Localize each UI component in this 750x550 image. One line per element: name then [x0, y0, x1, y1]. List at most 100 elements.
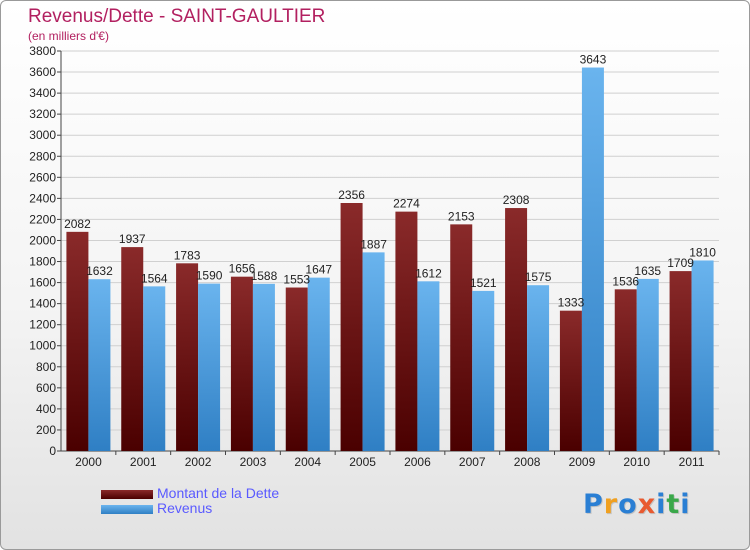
- bar-revenus-2004: [307, 277, 330, 451]
- x-tick-label: 2005: [349, 455, 376, 469]
- data-label-dette: 2082: [64, 217, 91, 231]
- data-label-revenus: 3643: [580, 53, 607, 67]
- y-tick-label: 3200: [29, 107, 56, 121]
- x-tick-label: 2002: [185, 455, 212, 469]
- bar-revenus-2009: [581, 67, 604, 452]
- bar-revenus-2006: [417, 281, 440, 451]
- data-label-dette: 1783: [174, 248, 201, 262]
- bar-dette-2011: [669, 271, 692, 451]
- logo-letter: i: [656, 489, 667, 520]
- bar-dette-2005: [340, 203, 363, 451]
- y-tick-label: 3600: [29, 65, 56, 79]
- bar-dette-2008: [505, 208, 528, 451]
- grid: [61, 50, 719, 452]
- bar-chart: 0 200 400 600 800 1000 1200 1400 1600 1800 2000 220…: [29, 44, 720, 469]
- bar-dette-2009: [559, 310, 582, 451]
- data-label-dette: 1536: [612, 274, 639, 288]
- bar-revenus-2003: [252, 283, 275, 451]
- logo-letter: r: [603, 489, 619, 520]
- legend-label-dette: Montant de la Dette: [157, 485, 280, 501]
- x-tick-label: 2009: [569, 455, 596, 469]
- x-tick-label: 2003: [240, 455, 267, 469]
- data-label-revenus: 1647: [305, 263, 332, 277]
- logo-letter: x: [637, 489, 657, 520]
- data-label-dette: 1709: [667, 256, 694, 270]
- chart-title: Revenus/Dette - SAINT-GAULTIER: [28, 6, 326, 27]
- bar-revenus-2007: [472, 290, 495, 451]
- x-tick-label: 2004: [294, 455, 321, 469]
- y-tick-label: 1000: [29, 339, 56, 353]
- data-label-dette: 1656: [229, 262, 256, 276]
- y-tick-label: 1600: [29, 276, 56, 290]
- y-tick-label: 3000: [29, 128, 56, 142]
- data-label-revenus: 1590: [196, 269, 223, 283]
- bar-revenus-2002: [198, 283, 221, 451]
- y-tick-label: 800: [36, 360, 56, 374]
- y-tick-label: 3800: [29, 44, 56, 58]
- bar-dette-2004: [285, 287, 308, 451]
- bar-dette-2001: [121, 247, 144, 451]
- data-label-revenus: 1887: [360, 237, 387, 251]
- logo-letter: o: [618, 489, 638, 520]
- bars: [66, 67, 714, 452]
- y-tick-label: 3400: [29, 86, 56, 100]
- bar-dette-2000: [66, 231, 89, 451]
- bar-revenus-2010: [636, 278, 659, 451]
- y-tick-label: 0: [49, 444, 56, 458]
- data-label-revenus: 1588: [251, 269, 278, 283]
- chart-subtitle: (en milliers d'€): [28, 29, 109, 43]
- bar-dette-2007: [450, 224, 473, 451]
- bar-dette-2003: [230, 276, 253, 451]
- y-tick-label: 2200: [29, 212, 56, 226]
- y-tick-label: 2800: [29, 149, 56, 163]
- data-label-dette: 1333: [558, 296, 585, 310]
- bar-dette-2006: [395, 211, 418, 451]
- x-tick-label: 2000: [75, 455, 102, 469]
- axes: 0 200 400 600 800 1000 1200 1400 1600 1800 2000 220…: [29, 44, 720, 469]
- x-tick-label: 2011: [679, 455, 705, 469]
- data-label-dette: 2356: [338, 188, 365, 202]
- data-label-revenus: 1564: [141, 271, 168, 285]
- y-tick-label: 1200: [29, 318, 56, 332]
- y-tick-label: 1800: [29, 255, 56, 269]
- bar-dette-2002: [176, 263, 199, 451]
- bar-revenus-2000: [88, 279, 111, 451]
- x-tick-label: 2001: [130, 455, 157, 469]
- y-tick-label: 600: [36, 381, 56, 395]
- bar-revenus-2001: [143, 286, 166, 451]
- data-label-revenus: 1810: [689, 245, 716, 259]
- bar-dette-2010: [614, 289, 637, 451]
- y-tick-label: 2600: [29, 170, 56, 184]
- data-label-revenus: 1635: [634, 264, 661, 278]
- data-label-dette: 2308: [503, 193, 530, 207]
- data-label-dette: 2274: [393, 197, 420, 211]
- data-label-revenus: 1575: [525, 270, 552, 284]
- x-tick-label: 2008: [514, 455, 541, 469]
- y-tick-label: 400: [36, 402, 56, 416]
- proxiti-logo: Proxiti: [583, 489, 691, 520]
- bar-revenus-2005: [362, 252, 385, 451]
- logo-letter: t: [666, 489, 681, 520]
- data-label-revenus: 1632: [86, 264, 113, 278]
- bar-revenus-2011: [691, 260, 714, 451]
- legend-label-revenus: Revenus: [157, 500, 213, 516]
- data-label-dette: 1937: [119, 232, 146, 246]
- legend-swatch-revenus: [101, 505, 153, 514]
- data-label-revenus: 1612: [415, 266, 442, 280]
- y-tick-label: 2000: [29, 233, 56, 247]
- data-label-dette: 2153: [448, 209, 475, 223]
- x-tick-label: 2006: [404, 455, 431, 469]
- x-tick-label: 2010: [623, 455, 650, 469]
- data-label-dette: 1553: [283, 273, 310, 287]
- logo-letter: P: [583, 489, 604, 520]
- data-label-revenus: 1521: [470, 276, 497, 290]
- legend-swatch-dette: [101, 490, 153, 499]
- x-tick-label: 2007: [459, 455, 486, 469]
- bar-revenus-2008: [527, 285, 550, 451]
- y-tick-label: 1400: [29, 297, 56, 311]
- logo-letter: i: [680, 489, 691, 520]
- y-tick-label: 200: [36, 423, 56, 437]
- y-tick-label: 2400: [29, 191, 56, 205]
